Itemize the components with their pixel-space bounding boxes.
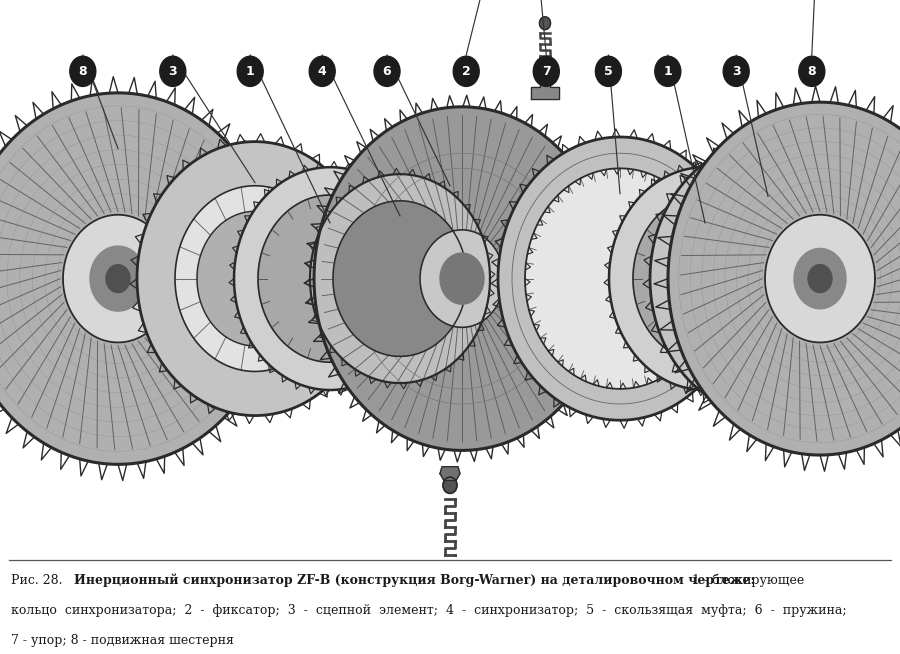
Circle shape xyxy=(70,56,95,86)
Polygon shape xyxy=(531,72,559,99)
Polygon shape xyxy=(440,253,484,304)
Polygon shape xyxy=(650,142,886,415)
Polygon shape xyxy=(525,168,715,389)
Circle shape xyxy=(454,56,479,86)
Text: 3: 3 xyxy=(732,65,741,78)
Polygon shape xyxy=(420,230,504,328)
Text: Рис. 28.: Рис. 28. xyxy=(11,574,62,587)
Circle shape xyxy=(596,56,621,86)
Polygon shape xyxy=(498,137,742,421)
Text: 7: 7 xyxy=(542,65,551,78)
Text: 4: 4 xyxy=(318,65,327,78)
Text: кольцо  синхронизатора;  2  -  фиксатор;  3  -  сцепной  элемент;  4  -  синхрон: кольцо синхронизатора; 2 - фиксатор; 3 -… xyxy=(11,604,846,617)
Circle shape xyxy=(238,56,263,86)
Circle shape xyxy=(724,56,749,86)
Polygon shape xyxy=(234,167,426,390)
Polygon shape xyxy=(765,215,875,343)
Polygon shape xyxy=(310,174,490,383)
Polygon shape xyxy=(90,246,146,311)
Polygon shape xyxy=(333,201,467,356)
Circle shape xyxy=(799,56,824,86)
Polygon shape xyxy=(314,107,610,451)
Text: 7 - упор; 8 - подвижная шестерня: 7 - упор; 8 - подвижная шестерня xyxy=(11,634,234,647)
Polygon shape xyxy=(197,211,313,346)
Circle shape xyxy=(160,56,185,86)
Polygon shape xyxy=(137,142,373,415)
Polygon shape xyxy=(0,93,278,464)
Polygon shape xyxy=(633,195,777,362)
Circle shape xyxy=(310,56,335,86)
Text: 8: 8 xyxy=(78,65,87,78)
Text: Инерционный синхронизатор ZF-B (конструкция Borg-Warner) на деталировочном черте: Инерционный синхронизатор ZF-B (конструк… xyxy=(74,574,755,587)
Polygon shape xyxy=(63,215,173,343)
Polygon shape xyxy=(710,211,826,346)
Circle shape xyxy=(443,477,457,493)
Circle shape xyxy=(534,56,559,86)
Polygon shape xyxy=(609,167,801,390)
Polygon shape xyxy=(258,195,402,362)
Text: 2: 2 xyxy=(462,65,471,78)
Polygon shape xyxy=(440,467,460,481)
Circle shape xyxy=(539,17,551,29)
Circle shape xyxy=(374,56,400,86)
Text: 8: 8 xyxy=(807,65,816,78)
Polygon shape xyxy=(175,186,335,371)
Text: 3: 3 xyxy=(168,65,177,78)
Polygon shape xyxy=(688,186,848,371)
Polygon shape xyxy=(808,265,832,292)
Circle shape xyxy=(655,56,680,86)
Text: 1 - блокирующее: 1 - блокирующее xyxy=(688,574,805,587)
Polygon shape xyxy=(106,265,130,292)
Text: 1: 1 xyxy=(663,65,672,78)
Text: 6: 6 xyxy=(382,65,392,78)
Text: 1: 1 xyxy=(246,65,255,78)
Text: 5: 5 xyxy=(604,65,613,78)
Polygon shape xyxy=(794,249,846,309)
Polygon shape xyxy=(668,102,900,455)
